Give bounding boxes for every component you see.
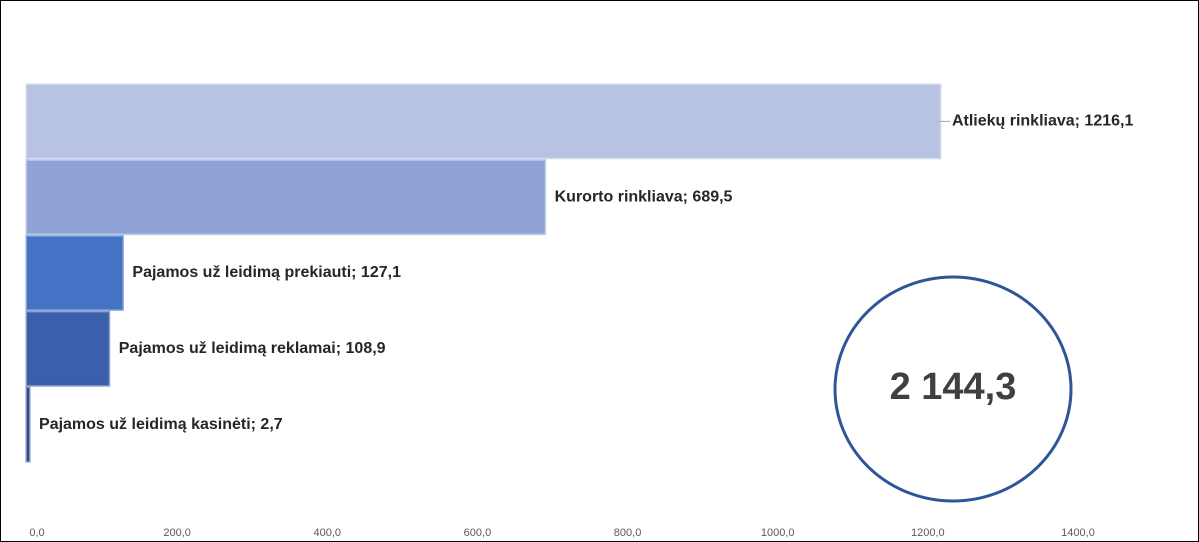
data-label: Kurorto rinkliava; 689,5: [555, 188, 733, 205]
bar: [25, 386, 31, 463]
total-label: 2 144,3: [890, 366, 1017, 408]
data-label: Pajamos už leidimą reklamai; 108,9: [119, 340, 386, 357]
x-tick-label: 1200,0: [911, 527, 945, 539]
bar: [25, 310, 111, 387]
data-label: Pajamos už leidimą prekiauti; 127,1: [132, 264, 401, 281]
bar: [25, 159, 547, 236]
x-tick-label: 0,0: [29, 527, 44, 539]
x-tick-label: 400,0: [314, 527, 342, 539]
x-tick-label: 200,0: [163, 527, 191, 539]
total-circle: [833, 275, 1073, 503]
x-tick-label: 1400,0: [1061, 527, 1095, 539]
data-label: Atliekų rinkliava; 1216,1: [952, 113, 1134, 130]
data-label: Pajamos už leidimą kasinėti; 2,7: [39, 416, 283, 433]
bar: [25, 235, 124, 311]
x-tick-label: 800,0: [614, 527, 642, 539]
x-tick-label: 600,0: [464, 527, 492, 539]
bar: [25, 83, 942, 160]
x-tick-label: 1000,0: [761, 527, 795, 539]
